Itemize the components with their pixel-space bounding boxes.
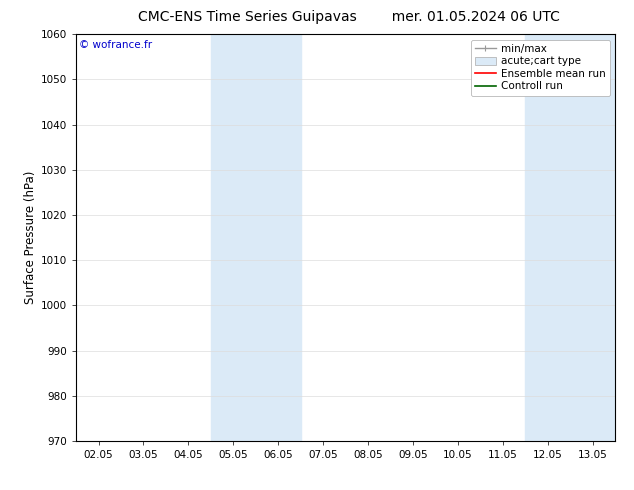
Bar	[570, 34, 615, 441]
Bar	[210, 34, 256, 441]
Y-axis label: Surface Pressure (hPa): Surface Pressure (hPa)	[23, 171, 37, 304]
Text: © wofrance.fr: © wofrance.fr	[79, 40, 152, 50]
Legend: min/max, acute;cart type, Ensemble mean run, Controll run: min/max, acute;cart type, Ensemble mean …	[470, 40, 610, 96]
Bar	[525, 34, 570, 441]
Bar	[256, 34, 301, 441]
Text: CMC-ENS Time Series Guipavas        mer. 01.05.2024 06 UTC: CMC-ENS Time Series Guipavas mer. 01.05.…	[138, 10, 560, 24]
